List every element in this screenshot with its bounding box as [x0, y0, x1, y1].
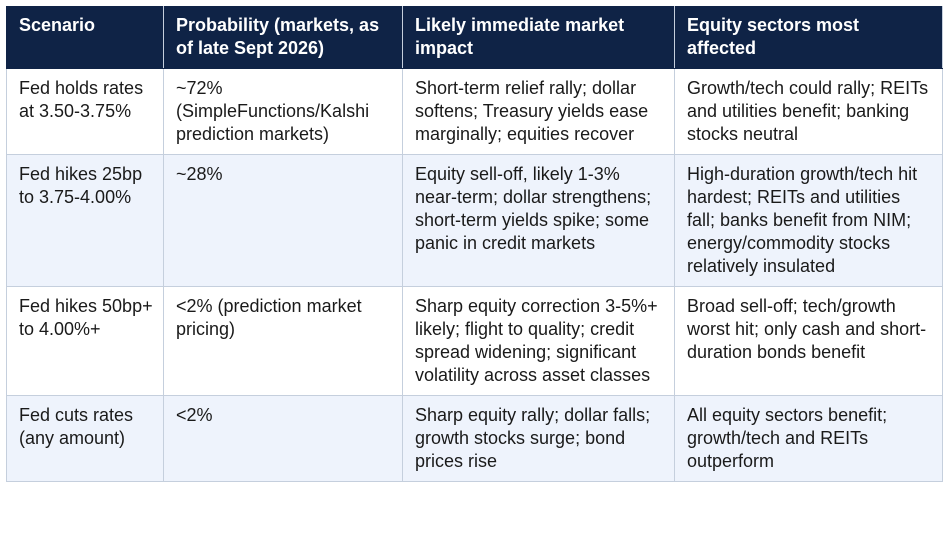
header-cell: Likely immediate market impact — [402, 6, 675, 69]
table-cell: ~28% — [163, 154, 403, 287]
table-body: Fed holds rates at 3.50-3.75% ~72% (Simpl… — [6, 68, 943, 482]
table-row: Fed hikes 50bp+ to 4.00%+ <2% (prediction… — [6, 286, 943, 396]
header-cell: Scenario — [6, 6, 164, 69]
table-row: Fed hikes 25bp to 3.75-4.00% ~28% Equity s… — [6, 154, 943, 287]
table-cell: <2% (prediction market pricing) — [163, 286, 403, 396]
header-cell: Probability (markets, as of late Sept 20… — [163, 6, 403, 69]
table-row: Fed cuts rates (any amount) <2% Sharp equi… — [6, 395, 943, 482]
table-row: Fed holds rates at 3.50-3.75% ~72% (Simpl… — [6, 68, 943, 155]
header-row: Scenario Probability (markets, as of late… — [6, 6, 943, 69]
scenario-table: Scenario Probability (markets, as of late… — [6, 6, 943, 482]
table-cell: Sharp equity correction 3-5%+ likely; fl… — [402, 286, 675, 396]
table-cell: Fed holds rates at 3.50-3.75% — [6, 68, 164, 155]
table-cell: All equity sectors benefit; growth/tech … — [674, 395, 943, 482]
table-cell: Growth/tech could rally; REITs and utili… — [674, 68, 943, 155]
table-cell: Short-term relief rally; dollar softens;… — [402, 68, 675, 155]
table-cell: High-duration growth/tech hit hardest; R… — [674, 154, 943, 287]
table-cell: Broad sell-off; tech/growth worst hit; o… — [674, 286, 943, 396]
table-cell: Sharp equity rally; dollar falls; growth… — [402, 395, 675, 482]
table-cell: Fed cuts rates (any amount) — [6, 395, 164, 482]
table-header: Scenario Probability (markets, as of late… — [6, 6, 943, 69]
table-cell: Fed hikes 50bp+ to 4.00%+ — [6, 286, 164, 396]
table-cell: Equity sell-off, likely 1-3% near-term; … — [402, 154, 675, 287]
table-cell: <2% — [163, 395, 403, 482]
header-cell: Equity sectors most affected — [674, 6, 943, 69]
table-cell: ~72% (SimpleFunctions/Kalshi prediction … — [163, 68, 403, 155]
table-cell: Fed hikes 25bp to 3.75-4.00% — [6, 154, 164, 287]
